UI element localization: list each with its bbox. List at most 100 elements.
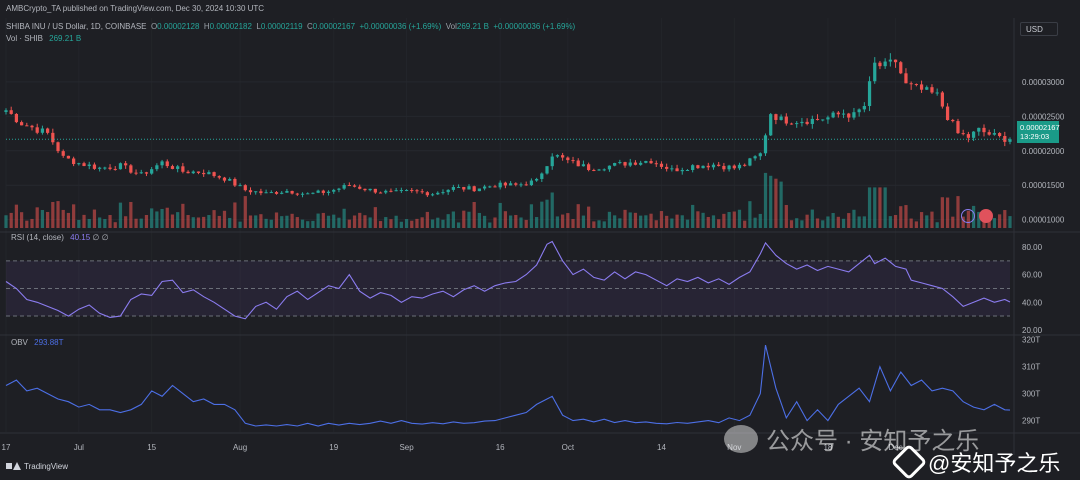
wechat-watermark: 公众号 · 安知予之乐 — [724, 421, 979, 456]
candle-body — [269, 192, 273, 194]
candle-body — [613, 163, 617, 166]
rsi-tick-label: 40.00 — [1022, 298, 1043, 307]
volume-bar — [711, 215, 716, 228]
volume-bar — [394, 215, 398, 228]
volume-bar — [987, 217, 991, 228]
volume-bar — [857, 216, 861, 228]
volume-bar — [888, 216, 892, 228]
volume-change: +0.00000036 (+1.69%) — [493, 22, 576, 31]
candle-body — [951, 119, 955, 122]
candle-body — [691, 165, 695, 171]
volume-bar — [51, 201, 55, 228]
rsi-label: RSI (14, close) — [11, 233, 64, 242]
candle-body — [40, 128, 45, 133]
candle-body — [607, 165, 612, 170]
volume-bar — [789, 220, 794, 228]
candle-body — [659, 163, 664, 167]
candle-body — [992, 133, 997, 135]
candle-body — [378, 192, 383, 194]
volume-bar — [300, 219, 305, 228]
alert-icon[interactable] — [961, 209, 975, 223]
tradingview-logo[interactable]: TradingView — [6, 461, 68, 471]
currency-button[interactable]: USD — [1020, 22, 1058, 36]
candle-body — [98, 167, 102, 169]
volume-bar — [488, 222, 492, 228]
volume-bar — [623, 209, 627, 228]
candle-body — [462, 186, 466, 190]
rsi-value: 40.15 — [70, 233, 91, 242]
time-tick-label: 19 — [329, 443, 338, 452]
candle-body — [300, 193, 305, 195]
volume-bar — [644, 215, 648, 228]
candle-body — [415, 190, 419, 192]
candle-body — [238, 185, 242, 187]
volume-bar — [519, 217, 523, 228]
volume-bar — [98, 217, 102, 228]
close-value: 0.00002167 — [312, 22, 356, 31]
candle-body — [228, 178, 232, 181]
volume-bar — [321, 212, 325, 228]
candle-body — [108, 167, 112, 169]
volume-bar — [389, 219, 393, 228]
candle-body — [753, 156, 757, 159]
volume-bar — [587, 206, 591, 228]
candle-body — [82, 163, 86, 167]
volume-bar — [368, 217, 372, 228]
volume-bar — [727, 212, 731, 228]
candle-body — [295, 193, 299, 195]
volume-bar — [696, 211, 700, 228]
symbol-legend: SHIBA INU / US Dollar, 1D, COINBASE O0.0… — [6, 22, 575, 31]
candle-body — [737, 164, 742, 169]
volume-bar — [134, 218, 138, 228]
volume-bar — [56, 201, 60, 228]
volume-bar — [992, 218, 997, 228]
candle-body — [633, 162, 638, 165]
candle-body — [805, 121, 809, 124]
candle-body — [654, 163, 658, 165]
obv-label: OBV — [11, 338, 28, 347]
candle-body — [467, 186, 471, 190]
volume-bar — [691, 204, 695, 228]
candle-body — [347, 185, 351, 187]
candle-body — [867, 81, 872, 107]
volume-bar — [25, 220, 29, 228]
candle-body — [394, 190, 398, 192]
volume-bar — [581, 215, 586, 228]
candle-body — [852, 112, 856, 118]
volume-bar — [977, 211, 981, 228]
candle-body — [129, 165, 133, 173]
volume-bar — [779, 181, 783, 228]
candle-body — [685, 170, 690, 172]
candle-body — [561, 155, 565, 158]
volume-bar — [290, 213, 294, 228]
candle-body — [795, 123, 799, 125]
candle-body — [696, 165, 700, 169]
volume-bar — [103, 219, 107, 228]
volume-bar — [878, 187, 882, 228]
candle-body — [410, 190, 414, 192]
flag-icon[interactable] — [979, 209, 993, 223]
tradingview-icon — [6, 461, 21, 471]
candle-body — [524, 184, 528, 186]
time-tick-label: 17 — [2, 443, 11, 452]
watermark-primary: 公众号 · 安知予之乐 — [766, 428, 980, 455]
candle-body — [352, 185, 357, 187]
volume-bar — [19, 212, 24, 228]
candle-body — [456, 186, 461, 188]
volume-bar — [40, 209, 45, 228]
volume-bar — [269, 219, 273, 228]
tradingview-brand: TradingView — [24, 461, 69, 471]
candle-body — [862, 106, 866, 110]
volume-bar — [124, 216, 128, 228]
candle-body — [441, 192, 445, 194]
time-tick-label: Aug — [233, 443, 247, 452]
volume-bar — [873, 187, 877, 228]
volume-series-value: 269.21 B — [49, 34, 82, 43]
volume-bar — [935, 222, 939, 228]
candle-body — [233, 178, 237, 186]
candle-body — [477, 188, 482, 192]
candle-body — [51, 132, 55, 143]
candle-body — [706, 165, 710, 168]
volume-bar — [534, 217, 539, 228]
volume-bar — [810, 209, 814, 228]
